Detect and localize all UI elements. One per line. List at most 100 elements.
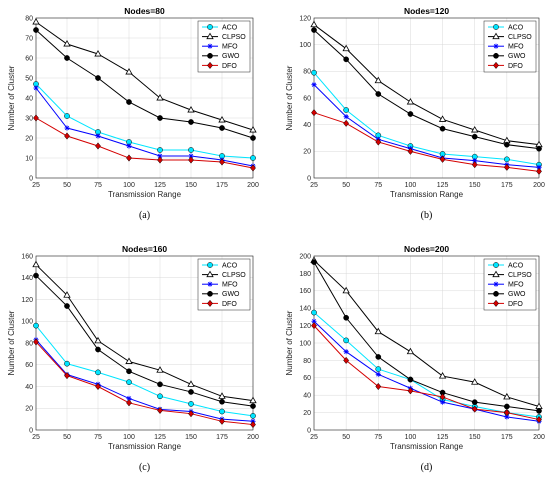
data-point-dfo <box>126 399 132 407</box>
figure-caption: (a) <box>139 210 150 221</box>
data-point-dfo <box>407 387 414 395</box>
legend-label-mfo: MFO <box>222 44 238 51</box>
data-point-clpso <box>32 260 40 268</box>
data-point-clpso <box>125 67 133 75</box>
y-tick-label: 140 <box>299 306 311 313</box>
series-line-gwo <box>313 261 540 412</box>
y-tick-label: 80 <box>25 15 33 22</box>
chart-panel: 25 50 75 100 125 150 175 200 0 20 40 60 80 100 120 140 1… <box>7 244 259 473</box>
data-point-aco <box>157 147 163 153</box>
chart-title: Nodes=160 <box>122 244 167 254</box>
data-point-aco <box>343 337 349 344</box>
y-tick-label: 200 <box>299 253 311 260</box>
y-tick-label: 50 <box>25 75 33 82</box>
y-tick-label: 100 <box>21 319 33 326</box>
data-point-gwo <box>471 133 478 140</box>
legend-marker-gwo <box>493 290 499 297</box>
data-point-gwo <box>219 125 225 131</box>
legend-label-mfo: MFO <box>508 44 524 51</box>
data-point-dfo <box>157 156 163 164</box>
x-tick-label: 200 <box>533 434 545 441</box>
legend-box <box>483 20 537 73</box>
data-point-gwo <box>407 376 414 383</box>
data-point-clpso <box>32 17 40 25</box>
data-point-mfo <box>343 349 349 355</box>
legend-label-clpso: CLPSO <box>508 34 532 41</box>
series-line-dfo <box>35 117 254 169</box>
x-tick-label: 125 <box>437 434 449 441</box>
data-point-clpso <box>374 327 382 335</box>
data-point-gwo <box>536 145 542 152</box>
y-tick-label: 40 <box>25 384 33 391</box>
legend-marker-gwo <box>207 52 213 59</box>
data-point-clpso <box>342 286 350 294</box>
data-point-aco <box>375 366 382 372</box>
legend-marker-mfo <box>493 43 499 49</box>
legend-marker-clpso <box>492 32 500 40</box>
x-tick-label: 50 <box>63 434 71 441</box>
series-line-mfo <box>313 84 540 168</box>
data-point-clpso <box>218 115 226 123</box>
y-tick-label: 160 <box>299 288 311 295</box>
data-point-mfo <box>536 164 542 170</box>
x-tick-label: 50 <box>63 182 71 189</box>
data-point-dfo <box>33 114 39 122</box>
data-point-gwo <box>250 135 256 141</box>
y-tick-label: 20 <box>25 406 33 413</box>
x-tick-label: 200 <box>247 182 259 189</box>
data-point-gwo <box>250 403 256 409</box>
data-point-clpso <box>249 396 257 404</box>
data-point-clpso <box>438 372 447 379</box>
legend-marker-dfo <box>207 299 213 307</box>
y-tick-label: 80 <box>25 340 33 347</box>
legend-label-gwo: GWO <box>222 291 240 298</box>
data-point-dfo <box>311 109 317 117</box>
data-point-gwo <box>126 368 132 375</box>
legend-label-dfo: DFO <box>508 301 523 308</box>
legend-marker-mfo <box>207 43 213 49</box>
data-point-clpso <box>218 392 226 399</box>
data-point-clpso <box>374 76 382 84</box>
y-tick-label: 120 <box>299 323 311 330</box>
y-tick-label: 80 <box>303 358 311 365</box>
y-tick-label: 140 <box>21 275 33 282</box>
data-point-mfo <box>375 371 381 377</box>
x-tick-label: 125 <box>154 434 166 441</box>
series-line-clpso <box>35 264 254 402</box>
legend-marker-aco <box>493 262 499 268</box>
y-tick-label: 20 <box>303 410 311 417</box>
data-point-clpso <box>63 291 71 298</box>
data-point-mfo <box>311 82 317 88</box>
data-point-aco <box>311 69 317 76</box>
x-tick-label: 200 <box>247 434 259 441</box>
data-point-dfo <box>343 119 350 127</box>
chart-title: Nodes=120 <box>404 6 449 16</box>
x-tick-label: 175 <box>216 434 228 441</box>
y-tick-label: 10 <box>25 155 33 162</box>
legend-marker-gwo <box>493 52 499 59</box>
axes-box <box>313 17 540 179</box>
data-point-mfo <box>472 158 478 164</box>
data-point-clpso <box>156 366 164 373</box>
data-point-clpso <box>438 115 447 122</box>
y-tick-label: 60 <box>25 55 33 62</box>
x-tick-label: 200 <box>533 182 545 189</box>
y-axis-label: Number of Cluster <box>7 65 16 130</box>
legend-marker-aco <box>207 24 213 30</box>
y-tick-label: 20 <box>303 149 311 156</box>
data-point-aco <box>504 156 510 163</box>
data-point-gwo <box>504 141 510 148</box>
y-tick-label: 40 <box>303 393 311 400</box>
data-point-gwo <box>439 125 446 132</box>
data-point-clpso <box>94 336 102 344</box>
data-point-gwo <box>188 389 194 395</box>
figure-caption: (d) <box>421 462 433 473</box>
series-line-mfo <box>35 339 254 422</box>
series-line-gwo <box>35 275 254 407</box>
x-tick-label: 75 <box>94 182 102 189</box>
data-point-gwo <box>536 408 542 414</box>
legend-marker-clpso <box>492 270 500 278</box>
data-point-dfo <box>188 410 194 418</box>
series-line-dfo <box>313 325 540 421</box>
x-tick-label: 125 <box>437 182 449 189</box>
